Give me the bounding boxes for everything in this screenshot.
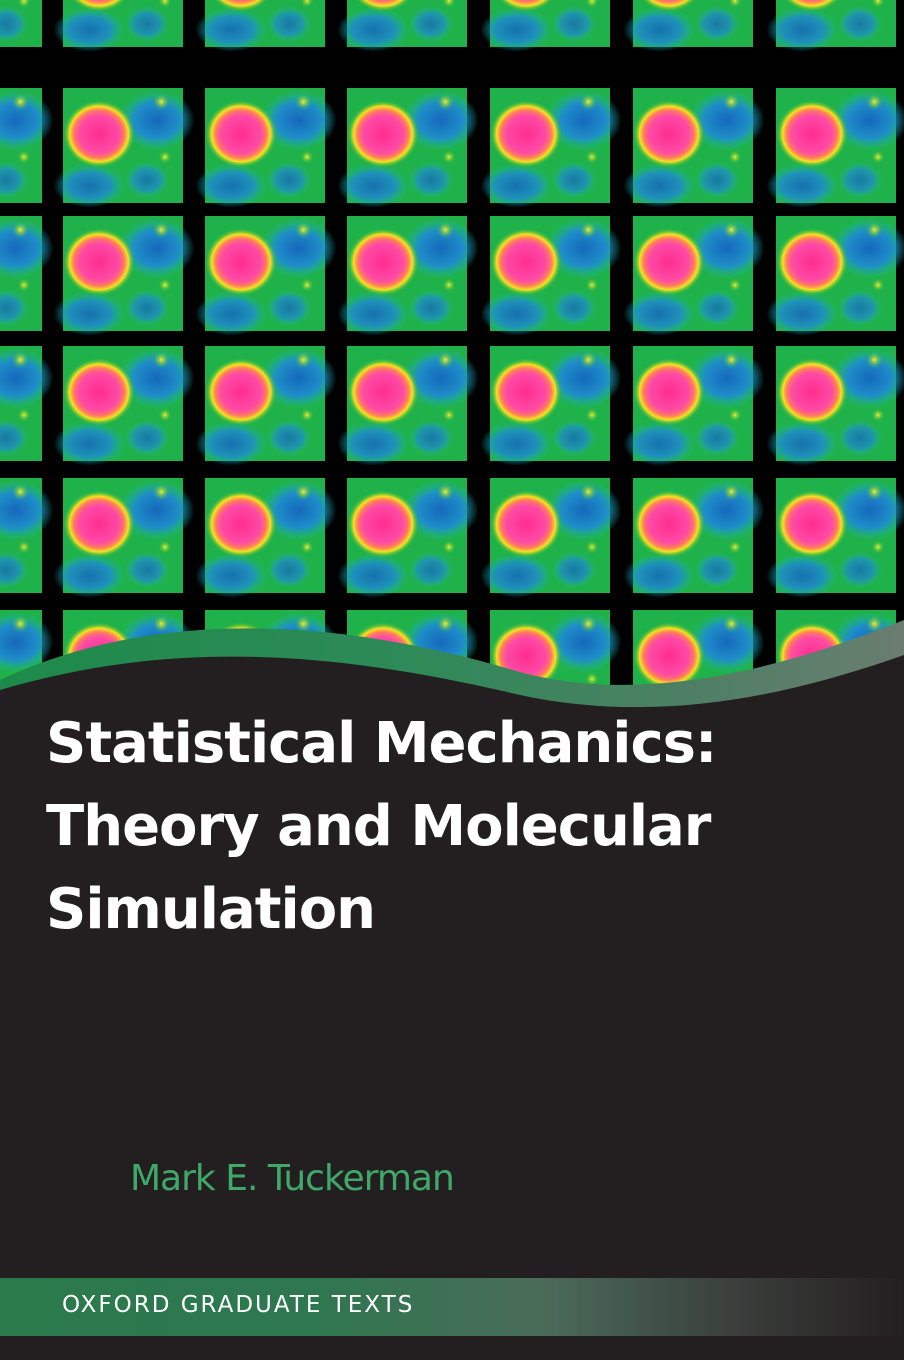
series-label: OXFORD GRADUATE TEXTS <box>62 1292 415 1318</box>
pattern-tile <box>766 216 904 336</box>
pattern-tile <box>53 216 195 336</box>
pattern-tile <box>480 88 622 208</box>
pattern-tile <box>623 0 753 52</box>
pattern-tile <box>623 216 765 336</box>
pattern-tile <box>337 216 479 336</box>
pattern-tile <box>766 88 904 208</box>
book-title-line: Theory and Molecular <box>46 794 711 859</box>
pattern-tile <box>53 346 195 466</box>
cover-artwork <box>0 0 904 700</box>
pattern-tile <box>53 478 195 598</box>
pattern-tile <box>0 88 54 203</box>
series-band: OXFORD GRADUATE TEXTS <box>0 1278 904 1336</box>
pattern-tile <box>0 0 42 47</box>
pattern-tile <box>53 0 183 52</box>
pattern-tile <box>195 216 337 336</box>
pattern-tile <box>480 216 622 336</box>
pattern-tile <box>53 88 195 208</box>
pattern-tile <box>337 88 479 208</box>
pattern-tile <box>480 346 622 466</box>
pattern-tile <box>337 346 479 466</box>
book-title: Statistical Mechanics: Theory and Molecu… <box>46 702 866 951</box>
pattern-tile <box>337 478 479 598</box>
pattern-tile <box>195 478 337 598</box>
pattern-tile <box>195 0 325 52</box>
pattern-tile <box>766 346 904 466</box>
pattern-tile <box>766 478 904 598</box>
pattern-tile <box>480 0 610 52</box>
author-name: Mark E. Tuckerman <box>130 1158 455 1199</box>
pattern-tile <box>0 216 54 331</box>
pattern-tile <box>766 0 896 52</box>
pattern-tile <box>0 478 54 593</box>
pattern-tile <box>623 478 765 598</box>
book-title-line: Simulation <box>46 877 376 942</box>
pattern-tile <box>195 88 337 208</box>
decorative-wave-band <box>0 620 904 730</box>
pattern-tile <box>623 88 765 208</box>
pattern-tile <box>337 0 467 52</box>
pattern-tile <box>0 346 54 461</box>
book-title-line: Statistical Mechanics: <box>46 711 717 776</box>
pattern-tile <box>623 346 765 466</box>
pattern-tile <box>195 346 337 466</box>
pattern-tile <box>480 478 622 598</box>
